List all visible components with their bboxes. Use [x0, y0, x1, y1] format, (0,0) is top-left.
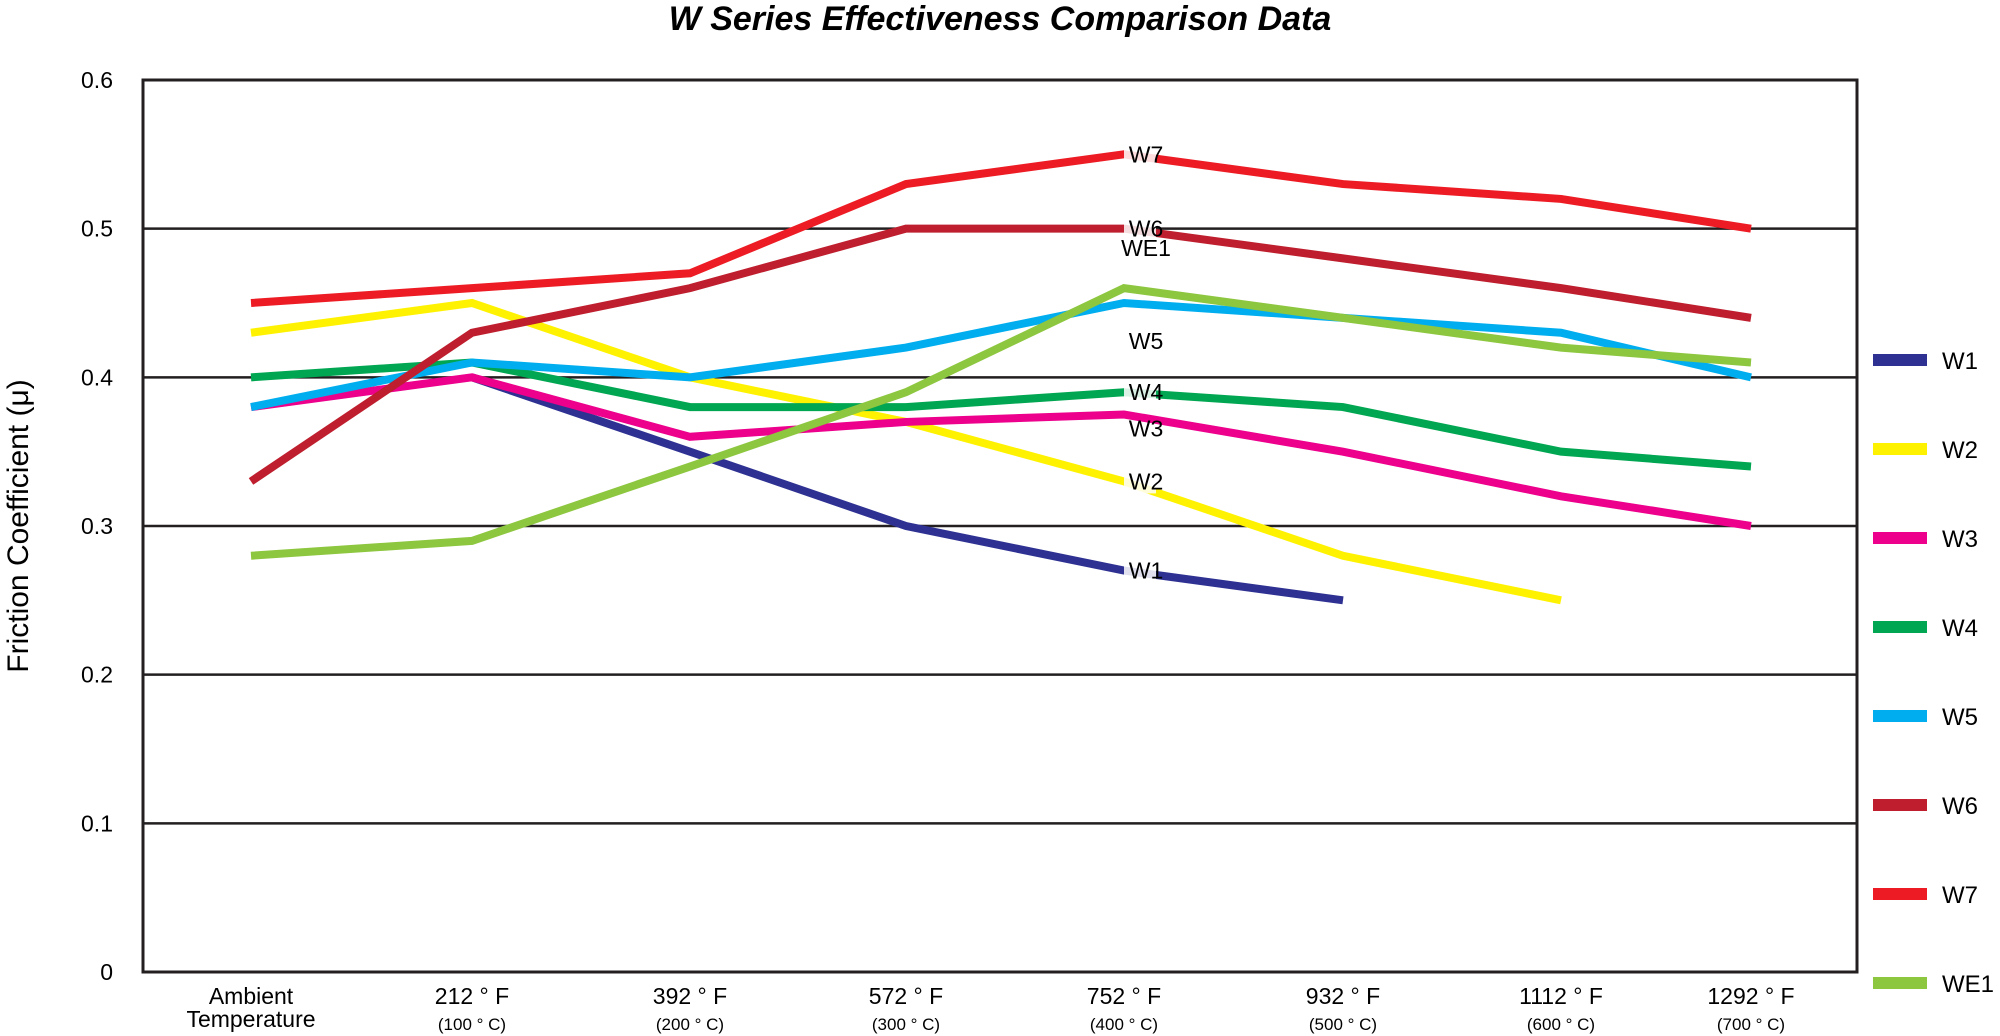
series-line-w4: [250, 358, 1752, 471]
series-line-w6: [248, 224, 1752, 485]
line-label-we1: WE1: [1121, 235, 1171, 261]
legend-swatch-w1: [1873, 354, 1927, 366]
legend-label-w4: W4: [1942, 615, 1978, 642]
x-tick-sublabel: (100 ° C): [438, 1015, 506, 1034]
line-label-w1: W1: [1129, 558, 1164, 584]
line-label-w2: W2: [1129, 468, 1164, 494]
legend-swatch-w4: [1873, 621, 1927, 633]
legend-label-w6: W6: [1942, 793, 1978, 820]
legend-label-w1: W1: [1942, 348, 1978, 375]
x-tick-label: 1292 ° F: [1707, 983, 1794, 1009]
x-tick-label: 752 ° F: [1087, 983, 1161, 1009]
x-tick-label: 1112 ° F: [1519, 983, 1603, 1009]
x-tick-sublabel: (500 ° C): [1309, 1015, 1377, 1034]
line-label-w7: W7: [1129, 141, 1164, 167]
legend-swatch-w6: [1873, 799, 1927, 811]
x-tick-sublabel: Temperature: [186, 1006, 315, 1032]
x-tick-sublabel: (300 ° C): [872, 1015, 940, 1034]
legend-swatch-w7: [1873, 888, 1927, 900]
legend-swatch-w5: [1873, 710, 1927, 722]
y-axis-label: Friction Coefficient (μ): [2, 379, 35, 672]
legend-label-w2: W2: [1942, 437, 1978, 464]
x-tick-sublabel: (700 ° C): [1717, 1015, 1785, 1034]
x-tick-sublabel: (400 ° C): [1090, 1015, 1158, 1034]
x-tick-label: 212 ° F: [435, 983, 509, 1009]
y-tick-label: 0.5: [81, 216, 113, 242]
y-tick-label: 0.2: [81, 662, 113, 688]
series-line-w3: [250, 373, 1752, 530]
line-label-w4: W4: [1129, 379, 1164, 405]
line-label-w3: W3: [1129, 416, 1164, 442]
line-label-bg: [1124, 558, 1156, 583]
legend-label-w7: W7: [1942, 882, 1978, 909]
line-label-bg: [1124, 142, 1156, 167]
y-tick-label: 0.3: [81, 513, 113, 539]
series-line-w5: [250, 298, 1752, 411]
legend-swatch-w3: [1873, 532, 1927, 544]
legend-label-w5: W5: [1942, 704, 1978, 731]
legend-label-we1: WE1: [1942, 971, 1994, 998]
line-label-bg: [1124, 380, 1156, 405]
legend-swatch-we1: [1873, 977, 1927, 989]
x-tick-label: 572 ° F: [869, 983, 943, 1009]
series-line-w1: [470, 373, 1344, 605]
y-tick-label: 0.4: [81, 364, 113, 390]
legend-label-w3: W3: [1942, 526, 1978, 553]
x-tick-label: 932 ° F: [1306, 983, 1380, 1009]
series-line-we1: [250, 284, 1752, 560]
x-tick-sublabel: (200 ° C): [656, 1015, 724, 1034]
line-label-w6: W6: [1129, 216, 1164, 242]
legend-swatch-w2: [1873, 443, 1927, 455]
x-tick-label: Ambient: [209, 983, 294, 1009]
series-line-w7: [250, 150, 1752, 307]
y-tick-label: 0.6: [81, 67, 113, 93]
x-tick-label: 392 ° F: [653, 983, 727, 1009]
plot-frame: [141, 78, 1859, 974]
x-tick-sublabel: (600 ° C): [1527, 1015, 1595, 1034]
line-label-w5: W5: [1129, 328, 1164, 354]
chart-title: W Series Effectiveness Comparison Data: [669, 0, 1332, 38]
y-tick-label: 0.1: [81, 810, 113, 836]
line-label-bg: [1124, 469, 1156, 494]
line-label-bg: [1124, 216, 1156, 241]
y-tick-label: 0: [100, 959, 113, 985]
